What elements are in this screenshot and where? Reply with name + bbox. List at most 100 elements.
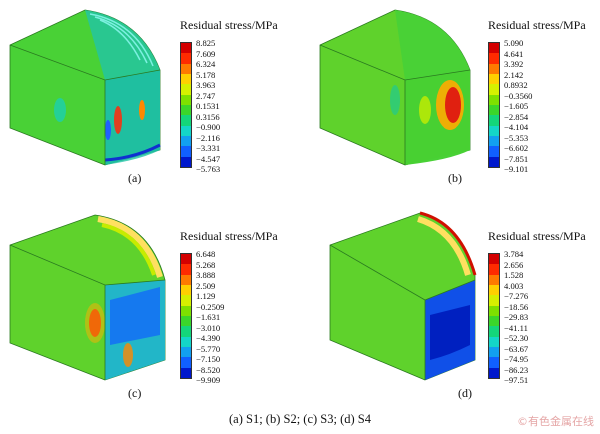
legend-swatch — [489, 135, 499, 147]
legend-swatch — [181, 63, 191, 74]
model-render-d — [329, 211, 477, 381]
legend-swatch — [489, 146, 499, 157]
legend-title: Residual stress/MPa — [488, 18, 586, 32]
legend-swatch — [489, 115, 499, 126]
legend-swatch — [489, 346, 499, 358]
legend-value: 6.648 — [196, 249, 216, 259]
legend-swatch — [181, 73, 191, 85]
legend-color-bar — [180, 42, 192, 168]
legend-value: −52.30 — [504, 333, 529, 343]
legend-swatch — [181, 284, 191, 296]
legend-swatch — [489, 156, 499, 167]
legend-swatch — [489, 326, 499, 337]
legend-value: −0.3560 — [504, 90, 533, 101]
legend-title: Residual stress/MPa — [180, 18, 278, 32]
legend-value: −1.605 — [504, 101, 529, 111]
legend-value: 3.392 — [504, 59, 524, 69]
legend-value: −4.390 — [196, 333, 221, 343]
legend-value: 5.090 — [504, 38, 524, 48]
legend-swatch — [489, 43, 499, 54]
legend-color-bar — [488, 253, 500, 379]
panel-a: Residual stress/MPa 8.825 7.609 6.324 5.178… — [0, 0, 300, 195]
legend-swatch — [181, 346, 191, 358]
legend-value: −5.353 — [504, 132, 529, 143]
legend-swatch — [489, 264, 499, 275]
legend-swatch — [181, 264, 191, 275]
legend-value: −7.276 — [504, 291, 529, 301]
legend-value: 5.268 — [196, 259, 216, 270]
legend-value: −41.11 — [504, 322, 528, 333]
legend-value: −5.770 — [196, 343, 221, 354]
legend-swatch — [181, 135, 191, 147]
legend-swatch — [181, 125, 191, 136]
legend-swatch — [489, 305, 499, 316]
legend-value: −29.83 — [504, 312, 529, 322]
legend-value: 3.888 — [196, 270, 216, 280]
legend-swatch — [181, 295, 191, 306]
legend-value: −1.631 — [196, 312, 221, 322]
legend-value: 3.784 — [504, 249, 524, 259]
legend-values: 5.090 4.641 3.392 2.142 0.8932 −0.3560 −1.605−… — [504, 38, 532, 175]
legend-swatch — [181, 156, 191, 167]
legend-swatch — [181, 43, 191, 54]
legend-value: −86.23 — [504, 364, 529, 375]
legend-swatch — [489, 367, 499, 378]
legend-value: −7.851 — [504, 153, 529, 164]
panel-label: (b) — [448, 171, 462, 185]
legend-values: 8.825 7.609 6.324 5.178 3.963 2.747 0.1531 0.31… — [196, 38, 220, 175]
legend-swatch — [489, 53, 499, 64]
legend-swatch — [181, 115, 191, 126]
legend-color-bar — [180, 253, 192, 379]
legend-swatch — [181, 357, 191, 368]
legend-value: 2.142 — [504, 69, 524, 80]
legend-swatch — [489, 94, 499, 105]
legend-swatch — [181, 94, 191, 105]
legend-value: 5.178 — [196, 69, 216, 80]
legend-value: 3.963 — [196, 80, 216, 90]
legend-swatch — [489, 315, 499, 327]
legend-value: −3.010 — [196, 322, 221, 333]
legend-swatch — [181, 274, 191, 285]
model-render-b — [319, 9, 471, 166]
legend-value: −0.2509 — [196, 301, 225, 312]
legend-swatch — [181, 53, 191, 64]
legend-swatch — [181, 326, 191, 337]
legend-value: −5.763 — [196, 164, 221, 174]
legend-values: 6.648 5.268 3.888 2.509 1.129 −0.2509 −1.631 −3… — [196, 249, 224, 386]
legend-value: 1.129 — [196, 291, 216, 301]
panel-label: (c) — [128, 386, 142, 400]
legend-value: 2.656 — [504, 259, 524, 270]
legend-swatch — [489, 254, 499, 265]
legend-color-bar — [488, 42, 500, 168]
legend-swatch — [181, 336, 191, 347]
legend-swatch — [489, 284, 499, 296]
legend-value: 0.3156 — [196, 111, 220, 122]
legend-value: −7.150 — [196, 354, 221, 364]
legend-value: 2.747 — [196, 90, 216, 101]
legend-value: 0.1531 — [196, 101, 220, 111]
legend-value: −2.854 — [504, 111, 529, 122]
legend-value: 7.609 — [196, 48, 216, 59]
legend-swatch — [489, 336, 499, 347]
watermark: ©有色金属在线 — [517, 415, 594, 428]
panel-label: (d) — [458, 386, 472, 400]
legend-swatch — [181, 305, 191, 316]
legend-swatch — [181, 315, 191, 327]
legend-swatch — [489, 357, 499, 368]
legend-value: −4.104 — [504, 122, 529, 132]
legend-value: −63.67 — [504, 343, 529, 354]
legend-value: −9.909 — [196, 375, 221, 385]
legend-values: 3.784 2.656 1.528 4.003 −7.276 −18.56 −29.83 −4… — [504, 249, 528, 386]
legend-value: −97.51 — [504, 375, 529, 385]
legend-swatch — [489, 63, 499, 74]
legend-value: −18.56 — [504, 301, 529, 312]
legend-value: −9.101 — [504, 164, 529, 174]
legend-value: 4.003 — [504, 280, 524, 291]
model-render-a — [9, 9, 161, 166]
legend-value: −0.900 — [196, 122, 221, 132]
legend-value: −74.95 — [504, 354, 529, 364]
panel-label: (a) — [128, 171, 142, 185]
legend-swatch — [489, 274, 499, 285]
legend-value: 0.8932 — [504, 80, 528, 90]
legend-title: Residual stress/MPa — [180, 229, 278, 243]
